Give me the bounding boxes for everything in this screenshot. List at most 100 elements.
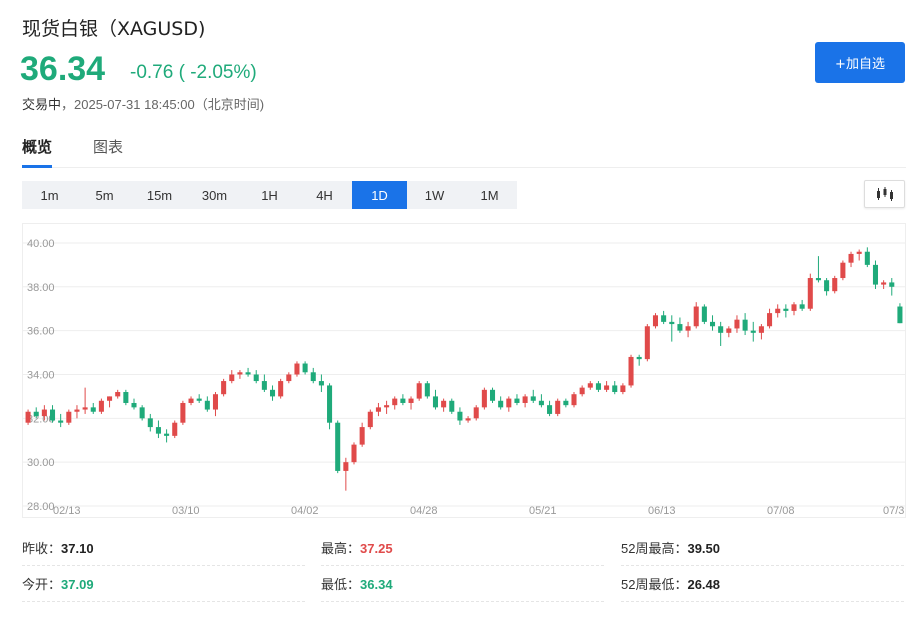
candle-body — [196, 398, 202, 401]
candle-body — [758, 326, 764, 333]
x-tick-label: 03/10 — [172, 505, 200, 517]
price-change: -0.76 ( -2.05%) — [130, 62, 257, 83]
period-5m[interactable]: 5m — [95, 187, 114, 203]
candle-body — [652, 315, 659, 327]
candle-body — [595, 383, 601, 390]
candle-body — [889, 282, 895, 287]
last-price: 36.34 — [20, 50, 106, 88]
candlestick-icon — [876, 187, 893, 201]
stat-open: 今开：37.09 — [22, 574, 305, 602]
candle-body — [530, 396, 536, 401]
x-tick-label: 04/28 — [410, 505, 438, 517]
chart-type-button[interactable] — [864, 180, 905, 208]
period-15m[interactable]: 15m — [146, 187, 173, 203]
candle-body — [465, 418, 471, 421]
period-1h[interactable]: 1H — [261, 187, 278, 203]
period-4h[interactable]: 4H — [316, 187, 333, 203]
candle-body — [799, 304, 805, 309]
candle-body — [734, 319, 740, 329]
y-tick-label: 38.00 — [27, 282, 55, 294]
candle-body — [807, 278, 813, 309]
stat-value: 26.48 — [687, 577, 721, 592]
view-tabs: 概览 图表 — [22, 136, 906, 168]
candle-body — [726, 328, 732, 333]
candle-body — [98, 400, 104, 412]
candle-body — [872, 264, 879, 285]
candle-body — [571, 394, 577, 406]
period-1m[interactable]: 1m — [40, 187, 59, 203]
candle-body — [514, 398, 520, 403]
candle-body — [90, 407, 96, 412]
quote-timestamp: ，2025-07-31 18:45:00（北京时间) — [61, 97, 265, 112]
candle-body — [563, 400, 569, 406]
stat-label: 昨收： — [22, 541, 62, 556]
period-selector: 1m 5m 15m 30m 1H 4H 1D 1W 1M — [22, 181, 517, 209]
candle-body — [709, 321, 716, 327]
stat-value: 37.10 — [61, 541, 94, 556]
candle-body — [685, 326, 691, 331]
period-1w[interactable]: 1W — [424, 187, 445, 203]
candle-body — [612, 385, 618, 393]
stat-52w-low: 52周最低：26.48 — [621, 574, 904, 602]
candle-body — [848, 253, 854, 263]
candle-body — [767, 313, 773, 327]
candle-body — [221, 381, 227, 395]
candle-body — [327, 385, 333, 423]
period-1d[interactable]: 1D — [352, 181, 407, 209]
candle-body — [547, 405, 553, 414]
stat-high: 最高：37.25 — [321, 538, 604, 566]
candle-body — [669, 321, 675, 325]
stat-prev-close: 昨收：37.10 — [22, 538, 305, 566]
x-tick-label: 07/3 — [883, 505, 904, 517]
candle-body — [481, 389, 487, 408]
candle-body — [188, 398, 194, 403]
candle-body — [302, 363, 308, 373]
stat-label: 最高： — [321, 541, 361, 556]
tab-chart[interactable]: 图表 — [93, 138, 124, 156]
candle-body — [384, 405, 390, 408]
candle-body — [180, 402, 186, 423]
stat-label: 今开： — [22, 577, 62, 592]
candle-body — [587, 383, 593, 388]
candle-body — [294, 363, 300, 375]
trading-state: 交易中 — [22, 97, 62, 112]
candle-body — [416, 383, 422, 399]
candle-body — [41, 409, 47, 417]
candle-body — [579, 387, 585, 395]
add-to-watchlist-button[interactable]: +加自选 — [815, 42, 905, 83]
candle-body — [457, 411, 463, 421]
candle-body — [66, 411, 72, 423]
candle-body — [123, 392, 129, 403]
period-1mo[interactable]: 1M — [480, 187, 499, 203]
stat-value: 37.25 — [360, 541, 393, 556]
candle-body — [522, 396, 528, 403]
y-tick-label: 36.00 — [27, 326, 55, 338]
candle-body — [506, 398, 512, 408]
candle-body — [824, 280, 830, 292]
stat-value: 36.34 — [360, 577, 393, 592]
candle-body — [881, 282, 887, 285]
candle-body — [25, 411, 31, 423]
period-30m[interactable]: 30m — [201, 187, 228, 203]
candle-body — [107, 396, 113, 401]
candle-body — [791, 304, 797, 311]
candle-body — [131, 402, 137, 408]
tab-overview[interactable]: 概览 — [22, 136, 53, 168]
y-tick-label: 40.00 — [27, 238, 55, 250]
candle-body — [58, 420, 64, 423]
candle-body — [367, 411, 373, 428]
price-chart[interactable]: 40.00 38.00 36.00 34.00 32.00 30.00 28.00 02/13… — [22, 223, 906, 518]
candle-body — [245, 372, 251, 375]
candle-body — [269, 389, 276, 397]
candle-body — [318, 381, 324, 386]
instrument-title: 现货白银（XAGUSD) — [22, 18, 206, 40]
candle-body — [555, 400, 561, 414]
x-tick-label: 07/08 — [767, 505, 795, 517]
candle-body — [82, 407, 88, 410]
candle-body — [229, 374, 235, 382]
candle-body — [400, 398, 406, 403]
candle-body — [620, 385, 626, 393]
candle-body — [155, 427, 161, 434]
candlestick-chart: 40.00 38.00 36.00 34.00 32.00 30.00 28.0002/13… — [23, 238, 905, 517]
candle-body — [204, 400, 210, 410]
